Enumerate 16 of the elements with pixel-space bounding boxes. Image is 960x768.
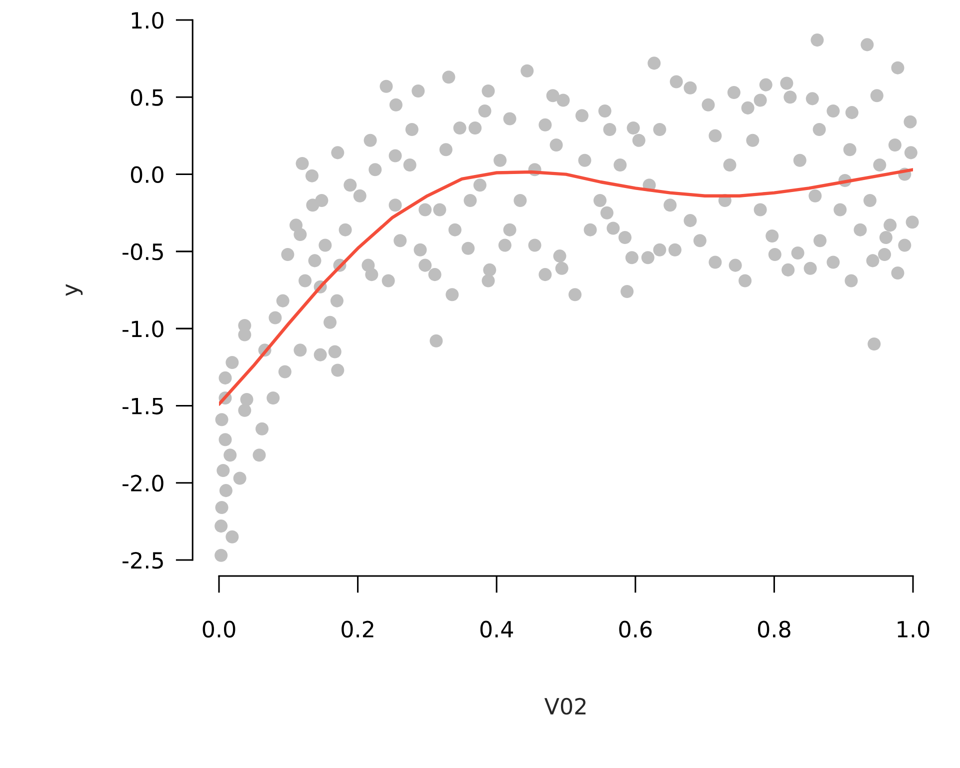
y-tick-label: -1.0: [122, 320, 164, 338]
y-tick-label: -1.5: [122, 398, 163, 414]
x-tick-label: 0.2: [342, 620, 374, 638]
y-tick-label: -2.5: [122, 552, 163, 569]
y-tick-label: 1.0: [132, 12, 164, 29]
x-tick-label: 0.6: [619, 620, 652, 638]
y-tick-label: 0.5: [130, 89, 163, 106]
x-axis-title: V02: [544, 698, 586, 715]
y-axis-title: y: [66, 284, 83, 296]
y-tick-label: -0.5: [122, 243, 163, 260]
y-tick-label: -2.0: [122, 474, 164, 492]
x-tick-label: 0.0: [202, 620, 236, 638]
y-tick-label: 0.0: [130, 166, 164, 184]
x-tick-label: 1.0: [898, 620, 930, 638]
x-tick-label: 0.4: [480, 620, 514, 638]
x-tick-label: 0.8: [758, 620, 790, 638]
